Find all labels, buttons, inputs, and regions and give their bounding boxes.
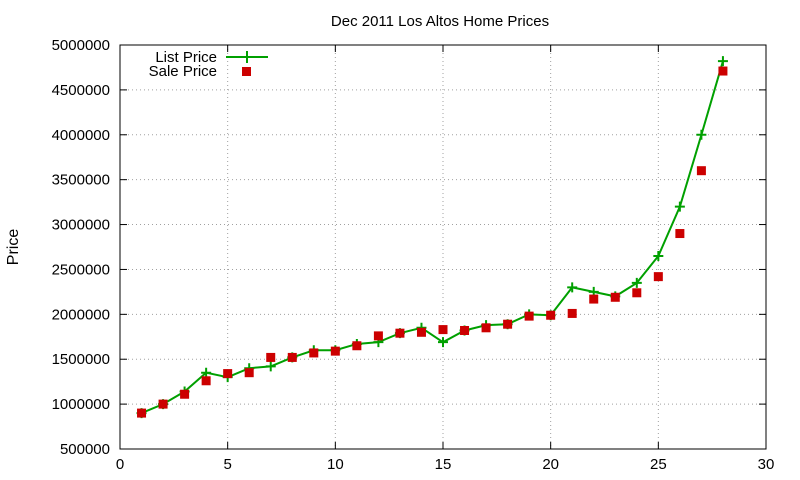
data-point-square — [158, 399, 168, 409]
data-point-square — [653, 272, 663, 282]
legend: List Price Sale Price — [149, 49, 268, 80]
data-point-square — [180, 389, 190, 399]
data-point-square — [567, 308, 577, 318]
data-point-square — [675, 229, 685, 239]
series-sale-price — [137, 66, 728, 418]
y-tick-label: 4500000 — [52, 82, 110, 99]
data-point-square — [266, 352, 276, 362]
data-point-square — [460, 325, 470, 335]
data-point-square — [201, 376, 211, 386]
data-point-plus — [201, 367, 212, 378]
y-tick-label: 2500000 — [52, 261, 110, 278]
y-tick-label: 3000000 — [52, 217, 110, 234]
data-point-square — [632, 288, 642, 298]
grid-lines — [120, 45, 766, 449]
x-tick-label: 15 — [435, 456, 452, 473]
data-point-plus — [567, 282, 578, 293]
x-tick-label: 0 — [116, 456, 124, 473]
series-group — [136, 56, 728, 419]
data-point-square — [696, 166, 706, 176]
y-axis-title: Price — [5, 229, 22, 266]
y-tick-label: 500000 — [60, 441, 110, 458]
data-point-square — [244, 368, 254, 378]
series-list-price — [136, 56, 728, 419]
axis-ticks: 0 5 10 15 20 25 30 500000 1000000 1500000 2000000 2… — [52, 37, 775, 473]
data-point-square — [309, 348, 319, 358]
data-point-plus — [653, 250, 664, 261]
data-point-plus — [696, 129, 707, 140]
chart-title: Dec 2011 Los Altos Home Prices — [331, 13, 549, 30]
x-tick-label: 30 — [758, 456, 775, 473]
data-point-square — [718, 66, 728, 76]
x-tick-label: 20 — [542, 456, 559, 473]
legend-label-sale-price: Sale Price — [149, 63, 217, 80]
data-point-square — [352, 341, 362, 351]
x-tick-label: 10 — [327, 456, 344, 473]
data-point-square — [373, 331, 383, 341]
data-point-square — [589, 294, 599, 304]
data-point-square — [416, 327, 426, 337]
data-point-square — [524, 311, 534, 321]
legend-label-list-price: List Price — [155, 49, 217, 66]
data-point-square — [438, 325, 448, 335]
y-tick-label: 3500000 — [52, 172, 110, 189]
y-tick-label: 2000000 — [52, 306, 110, 323]
legend-marker-sale-price — [242, 67, 251, 76]
data-point-square — [503, 319, 513, 329]
data-point-square — [610, 292, 620, 302]
x-tick-label: 25 — [650, 456, 667, 473]
data-point-plus — [674, 201, 685, 212]
y-tick-label: 4000000 — [52, 127, 110, 144]
data-point-square — [546, 310, 556, 320]
data-point-plus — [631, 277, 642, 288]
y-tick-label: 1500000 — [52, 351, 110, 368]
series-line — [141, 60, 724, 415]
data-point-square — [287, 352, 297, 362]
data-point-square — [223, 369, 233, 379]
data-point-plus — [438, 337, 448, 348]
data-point-square — [330, 346, 340, 356]
data-point-plus — [717, 56, 728, 67]
y-tick-label: 1000000 — [52, 396, 110, 413]
legend-marker-list-price — [241, 51, 253, 63]
y-tick-label: 5000000 — [52, 37, 110, 54]
x-tick-label: 5 — [223, 456, 231, 473]
data-point-square — [137, 408, 147, 418]
data-point-square — [395, 328, 405, 338]
data-point-plus — [265, 361, 276, 372]
data-point-square — [481, 323, 491, 333]
